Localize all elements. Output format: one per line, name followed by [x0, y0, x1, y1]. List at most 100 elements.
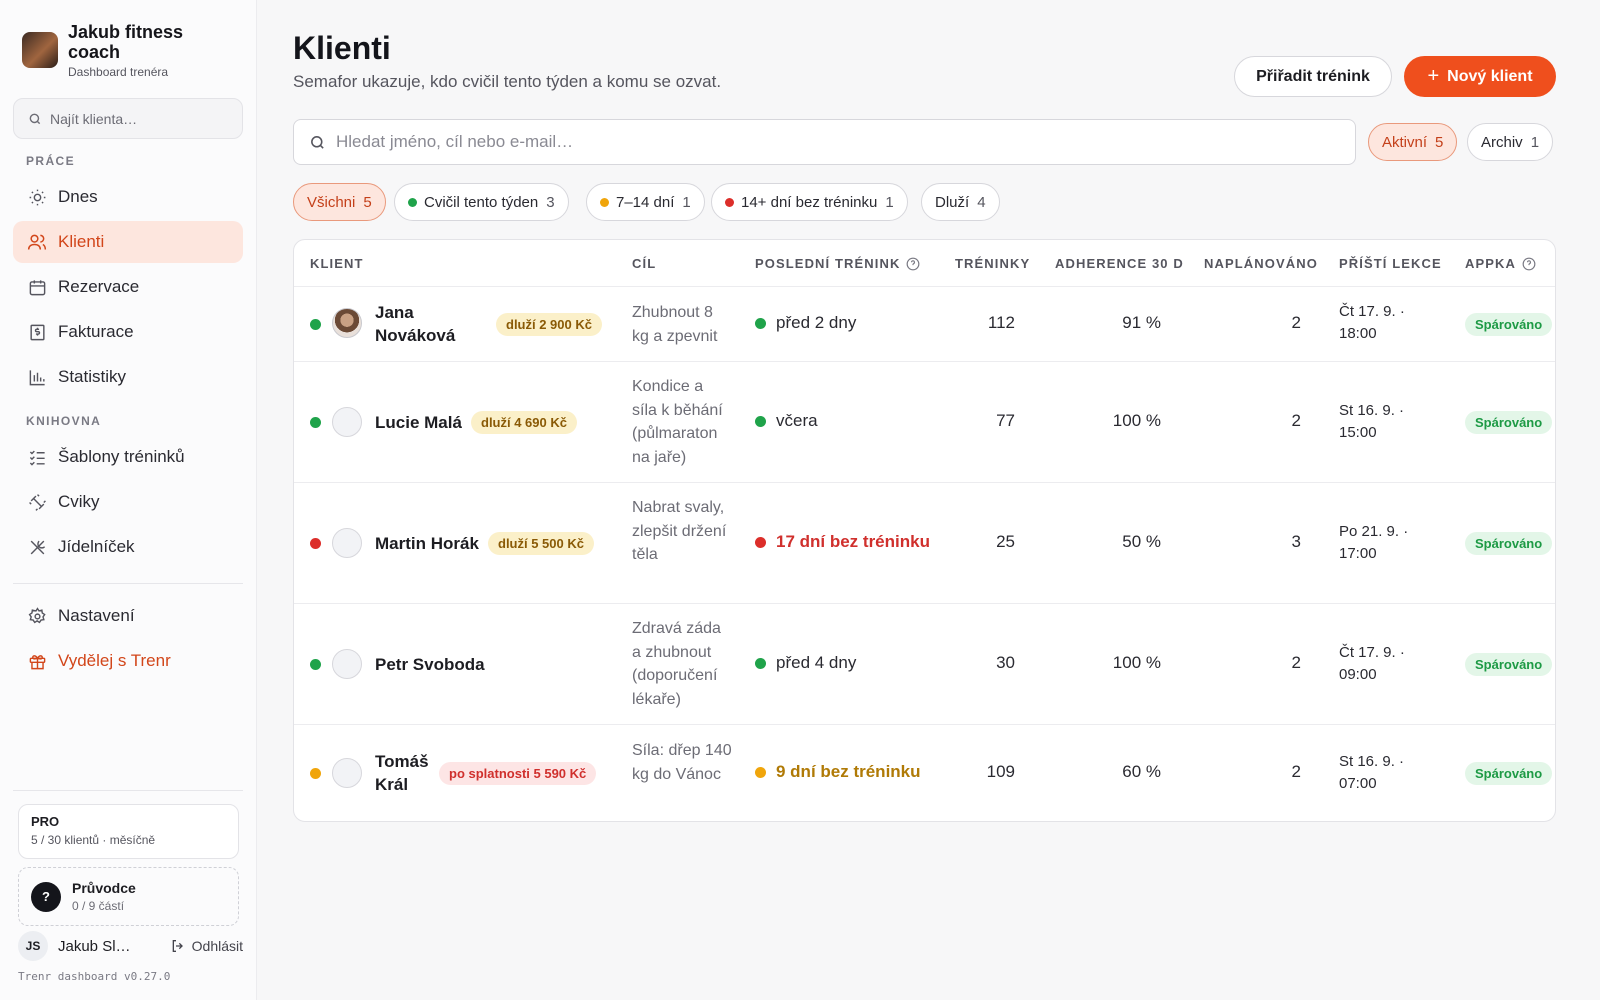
sidebar-item-invoicing[interactable]: Fakturace [13, 311, 243, 353]
sidebar-divider [13, 790, 243, 791]
column-header-goal[interactable]: CÍL [632, 256, 657, 271]
filter-owes[interactable]: Dluží 4 [921, 183, 1000, 221]
last-workout-text: 9 dní bez tréninku [776, 762, 921, 781]
guide-box[interactable]: ? Průvodce 0 / 9 částí [18, 867, 239, 926]
sidebar-item-statistics[interactable]: Statistiky [13, 356, 243, 398]
client-name[interactable]: Jana Nováková [375, 301, 455, 347]
client-search-input[interactable]: Hledat jméno, cíl nebo e-mail… [293, 119, 1356, 165]
sessions-count: 25 [996, 532, 1015, 551]
next-session-date: St 16. 9. · [1339, 402, 1405, 419]
page-title: Klienti [293, 30, 391, 66]
column-header-client[interactable]: KLIENT [310, 256, 364, 271]
invoice-icon [26, 321, 48, 343]
app-paired-badge: Spárováno [1465, 411, 1553, 434]
filter-count: 5 [363, 193, 372, 211]
status-dot-icon [310, 538, 321, 549]
sidebar-item-reservations[interactable]: Rezervace [13, 266, 243, 308]
filter-count: 3 [546, 193, 555, 211]
last-workout: před 4 dny [755, 653, 856, 673]
sidebar-item-today[interactable]: Dnes [13, 176, 243, 218]
column-header-adherence[interactable]: ADHERENCE 30 D [1055, 256, 1184, 271]
adherence-value: 100 % [1112, 411, 1161, 430]
adherence-value: 60 % [1122, 762, 1161, 781]
client-name[interactable]: Tomáš Král [375, 750, 429, 796]
red-dot-icon [725, 197, 734, 207]
client-search-placeholder: Hledat jméno, cíl nebo e-mail… [336, 132, 574, 151]
filter-trained-this-week[interactable]: Cvičil tento týden 3 [394, 183, 569, 221]
status-dot-icon [310, 417, 321, 428]
filter-7-14-days[interactable]: 7–14 dní 1 [586, 183, 705, 221]
next-session-date: Čt 17. 9. · [1339, 303, 1405, 320]
sessions-count: 30 [996, 653, 1015, 672]
column-header-label: APPKA [1465, 256, 1517, 271]
sidebar-item-exercises[interactable]: Cviky [13, 481, 243, 523]
user-row: JS Jakub Sl… Odhlásit [18, 931, 243, 961]
tab-count: 1 [1530, 133, 1540, 151]
help-circle-icon[interactable] [906, 257, 920, 271]
client-name-line: Jana [375, 303, 414, 322]
table-row[interactable]: Martin Horák dluží 5 500 Kč Nabrat svaly… [294, 482, 1555, 603]
search-icon [29, 113, 41, 124]
sidebar-search-input[interactable]: Najít klienta… [13, 98, 243, 139]
next-session-time: 15:00 [1339, 424, 1377, 441]
next-session: Čt 17. 9. · 18:00 [1339, 301, 1419, 345]
client-name[interactable]: Petr Svoboda [375, 655, 485, 674]
table-row[interactable]: Jana Nováková dluží 2 900 Kč Zhubnout 8 … [294, 286, 1555, 361]
tab-active[interactable]: Aktivní 5 [1368, 123, 1458, 161]
next-session-date: St 16. 9. · [1339, 753, 1405, 770]
column-header-sessions[interactable]: TRÉNINKY [955, 256, 1031, 271]
client-avatar [332, 758, 362, 788]
planned-count: 2 [1291, 653, 1301, 672]
client-name[interactable]: Martin Horák [375, 534, 479, 553]
planned-count: 2 [1291, 313, 1301, 332]
adherence-value: 91 % [1122, 313, 1161, 332]
client-name[interactable]: Lucie Malá [375, 413, 462, 432]
table-row[interactable]: Petr Svoboda Zdravá záda a zhubnout (dop… [294, 603, 1555, 724]
calendar-icon [26, 276, 48, 298]
tab-archive[interactable]: Archiv 1 [1467, 123, 1554, 161]
last-workout-text: před 4 dny [776, 653, 857, 672]
filter-label: Všichni [307, 193, 356, 211]
logout-button[interactable]: Odhlásit [170, 938, 243, 954]
sidebar-item-label: Cviky [58, 492, 100, 511]
filter-all[interactable]: Všichni 5 [293, 183, 386, 221]
assign-workout-button[interactable]: Přiřadit trénink [1234, 56, 1392, 97]
status-dot-icon [755, 657, 766, 669]
plan-box[interactable]: PRO 5 / 30 klientů · měsíčně [18, 804, 239, 859]
next-session-date: Po 21. 9. · [1339, 523, 1409, 540]
status-dot-icon [755, 415, 766, 427]
app-paired-badge: Spárováno [1465, 313, 1553, 336]
next-session: St 16. 9. · 07:00 [1339, 751, 1419, 795]
gift-icon [26, 650, 48, 672]
sidebar-item-workout-templates[interactable]: Šablony tréninků [13, 436, 243, 478]
column-header-next-session[interactable]: PŘÍŠTÍ LEKCE [1339, 256, 1442, 271]
new-client-button[interactable]: + Nový klient [1404, 56, 1556, 97]
search-icon [311, 135, 324, 149]
sidebar-item-clients[interactable]: Klienti [13, 221, 243, 263]
column-header-planned[interactable]: NAPLÁNOVÁNO [1204, 256, 1318, 271]
gear-icon [26, 605, 48, 627]
column-header-last-workout[interactable]: POSLEDNÍ TRÉNINK [755, 240, 920, 287]
planned-count: 2 [1291, 762, 1301, 781]
status-dot-icon [310, 319, 321, 330]
sidebar-item-label: Statistiky [58, 367, 127, 386]
brand: Jakub fitness coach Dashboard trenéra [22, 22, 218, 79]
help-circle-icon[interactable] [1522, 257, 1536, 271]
tab-label: Archiv [1481, 133, 1523, 151]
client-name-line: Král [375, 775, 409, 794]
sidebar-item-label: Dnes [58, 187, 98, 206]
table-row[interactable]: Tomáš Král po splatnosti 5 590 Kč Síla: … [294, 724, 1555, 821]
sidebar-divider [13, 583, 243, 584]
sidebar-item-referral[interactable]: Vydělej s Trenr [13, 640, 243, 682]
section-label-work: PRÁCE [26, 154, 76, 168]
column-header-app[interactable]: APPKA [1465, 240, 1536, 287]
sidebar-item-meal-plan[interactable]: Jídelníček [13, 526, 243, 568]
filter-14-plus-days[interactable]: 14+ dní bez tréninku 1 [711, 183, 908, 221]
status-dot-icon [310, 768, 321, 779]
table-row[interactable]: Lucie Malá dluží 4 690 Kč Kondice a síla… [294, 361, 1555, 482]
status-dot-icon [310, 659, 321, 670]
sidebar-item-label: Vydělej s Trenr [58, 651, 171, 670]
next-session: Po 21. 9. · 17:00 [1339, 521, 1419, 565]
tab-label: Aktivní [1382, 133, 1428, 151]
sidebar-item-settings[interactable]: Nastavení [13, 595, 243, 637]
